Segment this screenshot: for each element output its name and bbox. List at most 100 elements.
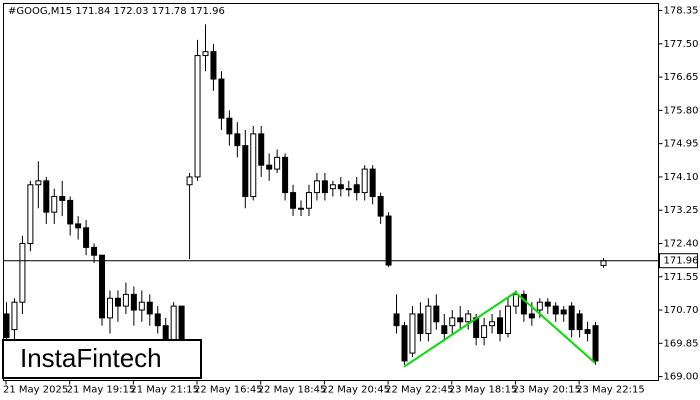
current-price-box [659, 253, 698, 269]
candle-body [528, 313, 535, 319]
candle-body [130, 293, 137, 311]
candle-body [218, 78, 225, 119]
candle-body [43, 180, 50, 213]
candle-body [67, 199, 74, 225]
y-tick-label: 176.65 [664, 72, 699, 83]
candle-body [321, 180, 328, 194]
candle-body [433, 305, 440, 323]
candle-body [329, 184, 336, 190]
candle-body [27, 184, 34, 244]
x-tick-label: 22 May 16:45 [194, 385, 263, 396]
candle-body [512, 293, 519, 307]
candle-body [457, 317, 464, 323]
candle-body [75, 223, 82, 229]
candle-body [497, 317, 504, 335]
x-tick-label: 22 May 22:45 [385, 385, 454, 396]
y-tick-label: 174.95 [664, 139, 699, 150]
candle-body [401, 325, 408, 362]
candle-body [353, 184, 360, 194]
candle-body [425, 305, 432, 335]
candle-body [146, 301, 153, 315]
candle-body [361, 168, 368, 194]
candle-body [560, 309, 567, 315]
pattern-line [403, 291, 596, 368]
candle-body [91, 246, 98, 256]
candle-body [35, 180, 42, 186]
y-tick-label: 174.10 [664, 172, 699, 183]
candle-body [194, 55, 201, 178]
x-tick-label: 23 May 20:15 [512, 385, 581, 396]
x-tick-label: 22 May 20:45 [321, 385, 390, 396]
candle-body [568, 305, 575, 331]
x-tick-label: 22 May 18:45 [258, 385, 327, 396]
candle-body [83, 227, 90, 248]
current-price-label: 171.96 [664, 256, 699, 267]
candle-body [3, 313, 10, 338]
candle-body [19, 242, 26, 303]
y-tick-label: 173.25 [664, 205, 699, 216]
candle-body [290, 192, 297, 209]
candle-body [504, 305, 511, 335]
candle-body [592, 325, 599, 362]
logo: InstaFintech [20, 343, 162, 373]
candle-body [584, 329, 591, 335]
candle-body [385, 215, 392, 266]
candle-body [250, 133, 257, 198]
candle-body [465, 313, 472, 323]
candle-body [122, 293, 129, 307]
candle-body [138, 301, 145, 311]
candle-body [552, 305, 559, 315]
candle-body [114, 297, 121, 307]
candle-body [536, 301, 543, 311]
candle-body [266, 164, 273, 170]
candle-body [345, 188, 352, 191]
candle-body [186, 176, 193, 186]
candle-body [441, 325, 448, 335]
y-tick-label: 178.35 [664, 6, 699, 17]
candle-body [313, 180, 320, 194]
candle-body [154, 313, 161, 327]
candle-body [520, 293, 527, 315]
y-tick-label: 170.70 [664, 305, 699, 316]
candle-body [99, 254, 106, 319]
candle-body [282, 156, 289, 194]
x-tick-label: 23 May 18:15 [449, 385, 518, 396]
y-tick-label: 171.55 [664, 272, 699, 283]
x-tick-label: 21 May 2025 [3, 385, 68, 396]
candle-body [576, 313, 583, 331]
candle-body [409, 313, 416, 354]
y-tick-label: 169.85 [664, 338, 699, 349]
candle-body [600, 260, 607, 266]
chart-title: #GOOG,M15 171.84 172.03 171.78 171.96 [8, 6, 225, 17]
y-tick-label: 172.40 [664, 238, 699, 249]
candle-body [481, 325, 488, 338]
candle-body [489, 321, 496, 327]
candle-body [202, 51, 209, 57]
candle-body [417, 313, 424, 335]
x-tick-label: 21 May 19:15 [67, 385, 136, 396]
candle-body [242, 145, 249, 198]
x-tick-label: 23 May 22:15 [576, 385, 645, 396]
logo-box [2, 339, 202, 379]
candle-body [544, 301, 551, 307]
y-tick-label: 177.50 [664, 39, 699, 50]
candle-body [234, 133, 241, 147]
candle-body [258, 133, 265, 166]
y-tick-label: 169.00 [664, 372, 699, 383]
candle-body [337, 184, 344, 190]
candle-body [393, 313, 400, 327]
y-tick-label: 175.80 [664, 105, 699, 116]
candle-body [298, 207, 305, 210]
x-tick-label: 21 May 21:15 [130, 385, 199, 396]
candle-body [106, 297, 113, 319]
candle-body [210, 51, 217, 80]
candle-body [274, 156, 281, 170]
candle-body [11, 301, 18, 331]
candle-body [59, 196, 66, 201]
candle-body [51, 196, 58, 213]
candle-body [369, 168, 376, 198]
candle-body [449, 317, 456, 327]
candle-body [377, 196, 384, 217]
candle-body [226, 117, 233, 135]
